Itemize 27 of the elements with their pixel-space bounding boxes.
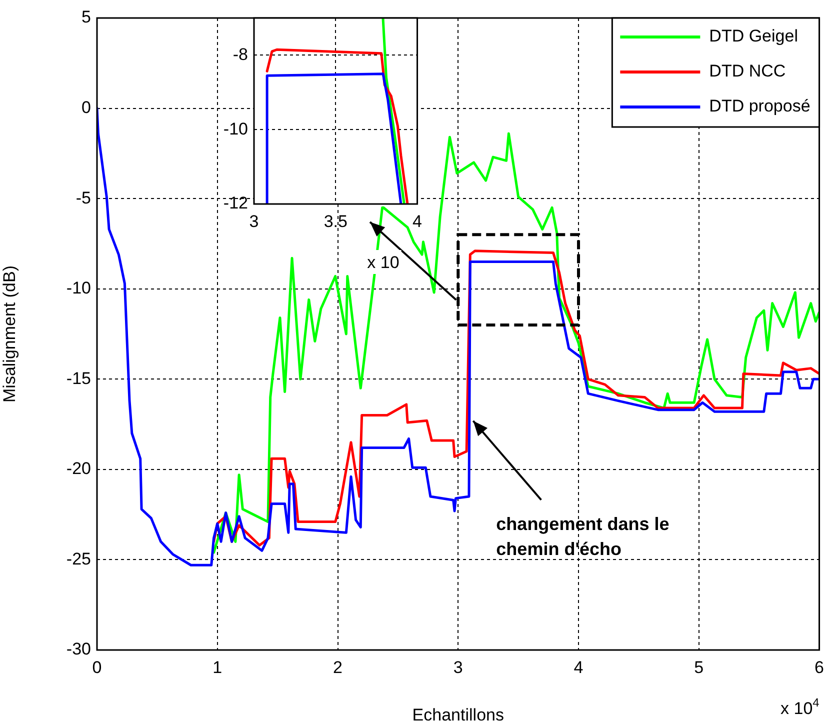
y-axis-title: Misalignment (dB) bbox=[0, 266, 19, 402]
x-tick-label: 4 bbox=[574, 658, 584, 677]
y-tick-label: -25 bbox=[66, 549, 91, 568]
legend-label: DTD proposé bbox=[709, 96, 810, 116]
x-tick-label: 4 bbox=[412, 212, 422, 231]
x-tick-label: 6 bbox=[814, 658, 824, 677]
x-tick-label: 3 bbox=[453, 658, 463, 677]
y-tick-label: -8 bbox=[232, 44, 248, 64]
annotation: x 10 bbox=[367, 253, 400, 272]
y-tick-label: -30 bbox=[66, 640, 91, 659]
annotation: changement dans le chemin d'écho bbox=[496, 514, 670, 559]
x-tick-label: 2 bbox=[333, 658, 342, 677]
legend-label: DTD NCC bbox=[709, 62, 786, 81]
y-tick-label: -10 bbox=[223, 119, 248, 138]
x-tick-label: 3 bbox=[249, 212, 259, 231]
x-axis-title: Echantillons bbox=[412, 705, 504, 724]
y-tick-label: -10 bbox=[66, 278, 91, 298]
x-tick-label: 1 bbox=[212, 658, 222, 677]
y-tick-label: -5 bbox=[76, 188, 91, 208]
y-tick-label: -12 bbox=[223, 194, 248, 213]
y-tick-label: -15 bbox=[66, 368, 91, 388]
y-tick-label: 5 bbox=[82, 8, 91, 27]
x-tick-label: 3.5 bbox=[324, 212, 348, 231]
x-tick-label: 5 bbox=[694, 658, 704, 677]
legend-label: DTD Geigel bbox=[709, 26, 798, 46]
y-tick-label: -20 bbox=[66, 459, 91, 478]
y-tick-label: 0 bbox=[82, 98, 91, 117]
